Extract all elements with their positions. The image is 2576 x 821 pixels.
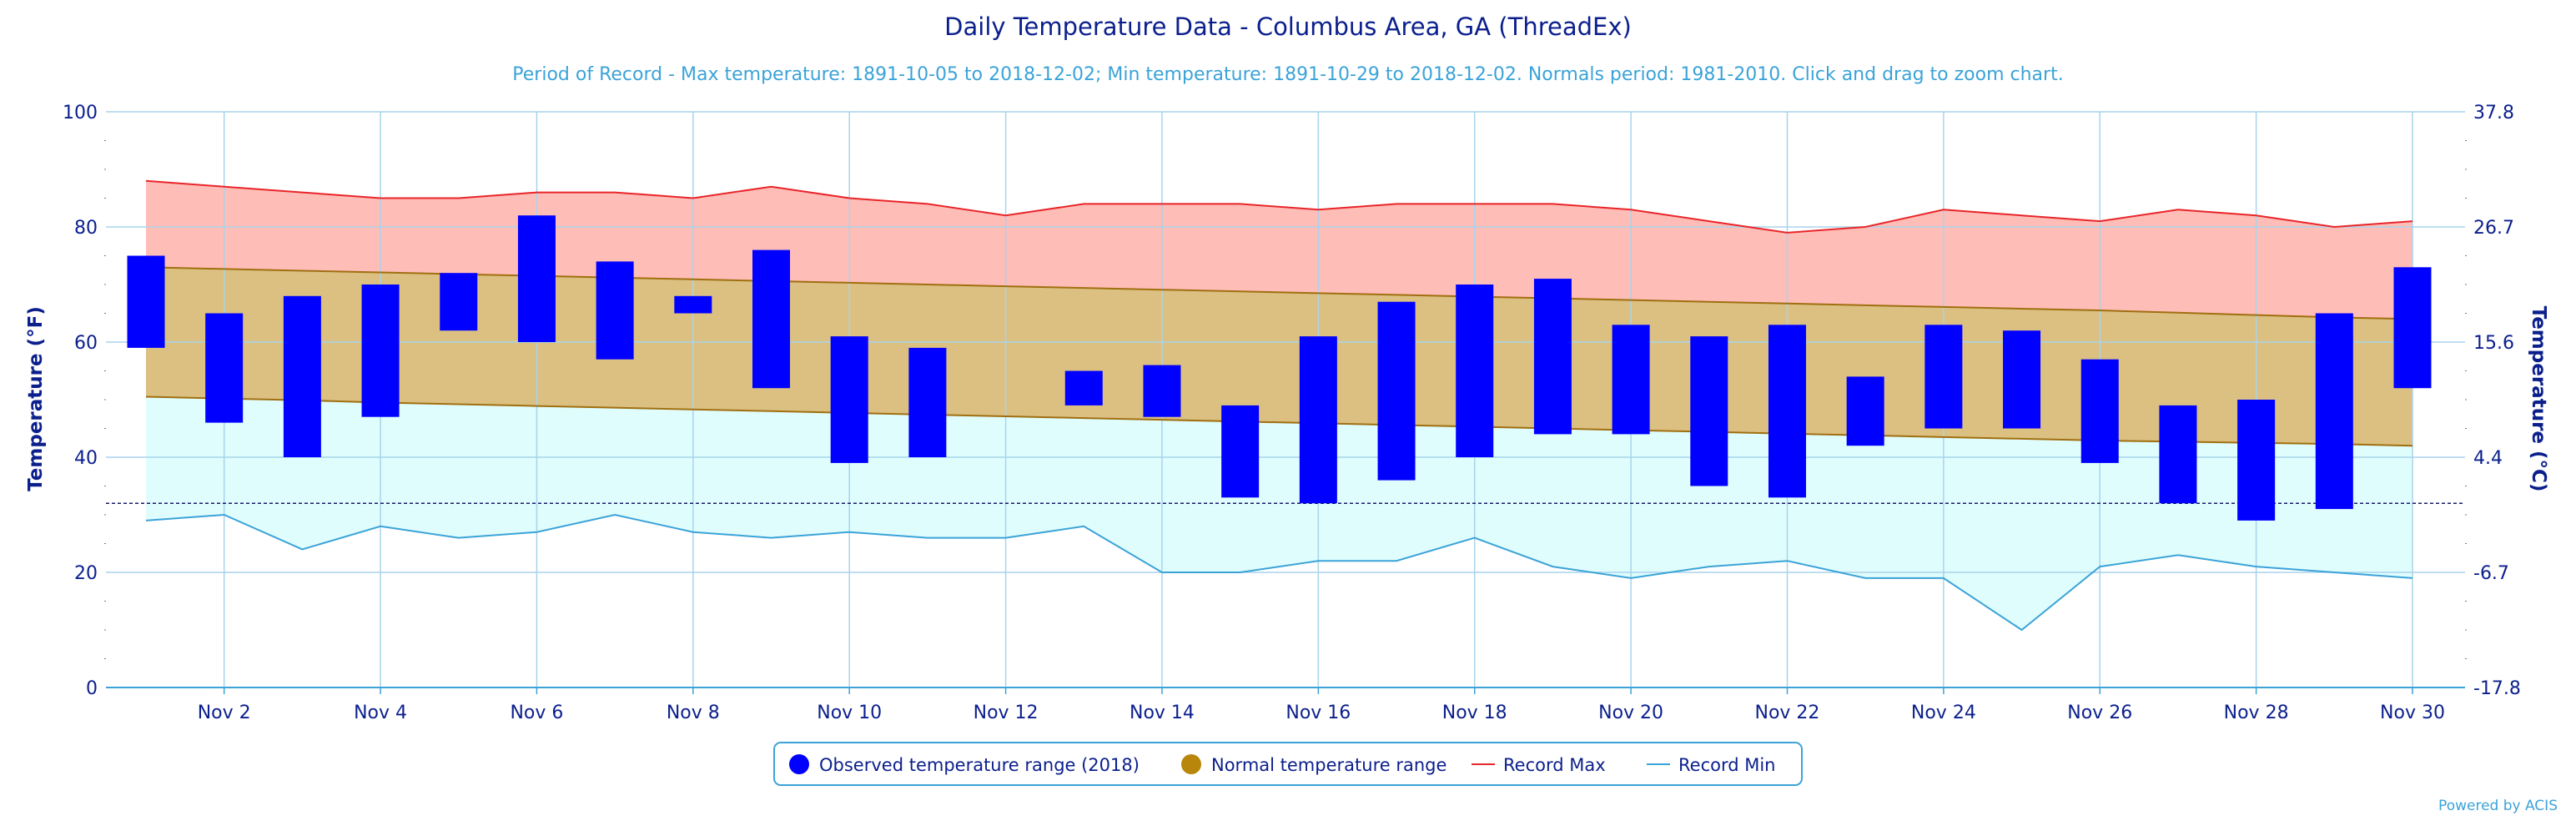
observed-range-bar[interactable] <box>1299 336 1337 504</box>
x-tick-label: Nov 14 <box>1130 703 1195 723</box>
normal-low-line <box>145 395 2413 447</box>
x-tick-label: Nov 30 <box>2380 703 2445 723</box>
record-max-band <box>146 180 2412 320</box>
y-tick-label-right: -6.7 <box>2473 563 2509 584</box>
y-tick-label-left: 80 <box>74 218 98 239</box>
legend-item-record-max[interactable]: Record Max <box>1472 755 1606 775</box>
record-min-band <box>146 396 2412 630</box>
legend-box <box>773 742 1803 786</box>
x-tick-label: Nov 6 <box>510 703 563 723</box>
chart-subtitle: Period of Record - Max temperature: 1891… <box>512 64 2063 85</box>
observed-range-bar[interactable] <box>1064 370 1103 405</box>
observed-range-bar[interactable] <box>1924 325 1963 429</box>
x-tick-label: Nov 10 <box>817 703 882 723</box>
x-tick-label: Nov 20 <box>1598 703 1663 723</box>
x-tick-label: Nov 26 <box>2067 703 2132 723</box>
legend[interactable]: Observed temperature range (2018) Normal … <box>773 742 1803 786</box>
observed-range-bar[interactable] <box>1377 301 1416 481</box>
y-tick-label-right: 15.6 <box>2473 333 2514 354</box>
observed-range-bar[interactable] <box>908 347 947 457</box>
observed-range-bar[interactable] <box>517 215 556 342</box>
observed-range-bar[interactable] <box>205 313 244 423</box>
legend-marker <box>1181 754 1201 774</box>
y-axis-label-left: Temperature (°F) <box>25 306 47 491</box>
legend-item-normal[interactable]: Normal temperature range <box>1181 754 1446 775</box>
x-tick-label: Nov 8 <box>667 703 720 723</box>
x-tick-label: Nov 22 <box>1755 703 1820 723</box>
y-tick-label-left: 20 <box>74 563 98 584</box>
observed-range-bar[interactable] <box>1456 285 1494 457</box>
x-tick-label: Nov 18 <box>1442 703 1507 723</box>
x-tick-label: Nov 28 <box>2224 703 2289 723</box>
observed-range-bar[interactable] <box>752 249 791 389</box>
legend-label: Normal temperature range <box>1211 755 1446 775</box>
y-tick-label-right: 4.4 <box>2473 448 2503 469</box>
chart-title: Daily Temperature Data - Columbus Area, … <box>944 13 1632 41</box>
observed-range-bar[interactable] <box>1768 325 1806 498</box>
x-tick-label: Nov 16 <box>1285 703 1351 723</box>
y-tick-label-right: 37.8 <box>2473 103 2514 123</box>
legend-label: Record Min <box>1678 755 1776 775</box>
record-min-line[interactable] <box>145 513 2413 632</box>
observed-range-bar[interactable] <box>440 273 478 331</box>
legend-item-record-min[interactable]: Record Min <box>1647 755 1776 775</box>
observed-range-bar[interactable] <box>1221 405 1260 498</box>
powered-by-acis-link[interactable]: Powered by ACIS <box>2438 798 2558 814</box>
record-max-line[interactable] <box>145 179 2413 234</box>
x-tick-label: Nov 4 <box>354 703 407 723</box>
observed-range-bar[interactable] <box>1143 365 1181 417</box>
observed-range-bar[interactable] <box>2003 330 2041 429</box>
observed-range-bar[interactable] <box>830 336 868 463</box>
y-tick-label-right: 26.7 <box>2473 218 2514 239</box>
x-tick-label: Nov 24 <box>1911 703 1976 723</box>
y-tick-label-left: 60 <box>74 333 98 354</box>
x-tick-label: Nov 2 <box>198 703 251 723</box>
observed-range-bar[interactable] <box>2080 359 2119 463</box>
observed-range-bar[interactable] <box>1846 376 1884 446</box>
y-tick-label-right: -17.8 <box>2473 678 2521 699</box>
legend-label: Record Max <box>1503 755 1606 775</box>
observed-range-bar[interactable] <box>1533 279 1572 435</box>
normal-range-band <box>146 267 2412 446</box>
x-tick-label: Nov 12 <box>974 703 1039 723</box>
observed-range-bar[interactable] <box>283 295 321 457</box>
legend-label: Observed temperature range (2018) <box>819 755 1140 775</box>
observed-range-bar[interactable] <box>1690 336 1728 486</box>
observed-range-bar[interactable] <box>2237 400 2276 521</box>
y-tick-label-left: 0 <box>86 678 98 699</box>
observed-range-bar[interactable] <box>2393 267 2432 389</box>
legend-item-observed[interactable]: Observed temperature range (2018) <box>789 754 1140 775</box>
observed-range-bar[interactable] <box>1612 325 1650 435</box>
observed-range-bar[interactable] <box>2159 405 2197 504</box>
observed-range-bar[interactable] <box>2315 313 2353 510</box>
observed-range-bar[interactable] <box>127 255 165 348</box>
observed-range-bar[interactable] <box>361 285 400 417</box>
plot-area: Nov 2 Nov 4 Nov 6 Nov 8 Nov 10 Nov 12 Nov 14 No… <box>63 103 2521 723</box>
observed-range-bar[interactable] <box>674 295 712 314</box>
y-tick-label-left: 100 <box>63 103 98 123</box>
legend-marker <box>789 754 809 774</box>
y-axis-label-right: Temperature (°C) <box>2528 306 2549 492</box>
y-tick-label-left: 40 <box>74 448 98 469</box>
observed-range-bar[interactable] <box>596 261 634 360</box>
